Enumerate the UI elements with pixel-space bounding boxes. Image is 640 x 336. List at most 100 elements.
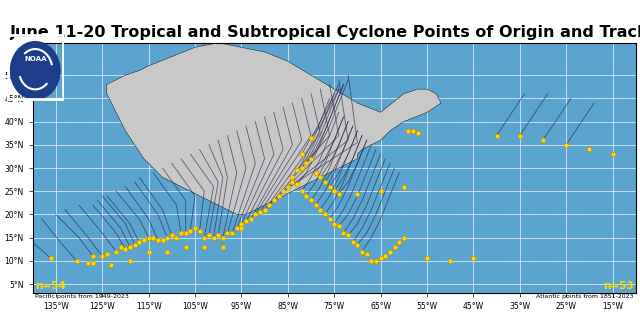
Point: [125, 244, 135, 250]
Point: [385, 249, 395, 254]
Point: [607, 152, 618, 157]
Point: [241, 219, 251, 224]
Point: [584, 147, 595, 152]
Point: [315, 175, 325, 180]
Point: [283, 184, 293, 189]
Point: [422, 256, 432, 261]
Point: [166, 233, 177, 238]
Point: [492, 133, 502, 138]
Point: [287, 175, 298, 180]
Point: [218, 244, 228, 250]
Polygon shape: [107, 43, 441, 214]
Point: [232, 226, 242, 231]
Point: [403, 128, 413, 134]
Point: [199, 244, 209, 250]
Point: [366, 258, 376, 263]
Point: [339, 230, 349, 236]
Point: [46, 256, 56, 261]
Point: [357, 249, 367, 254]
Point: [371, 258, 381, 263]
Point: [106, 263, 116, 268]
Point: [88, 260, 98, 266]
Point: [329, 188, 339, 194]
Point: [143, 235, 154, 240]
Point: [199, 235, 209, 240]
Text: n=53: n=53: [603, 281, 634, 291]
Point: [468, 256, 479, 261]
Point: [324, 184, 335, 189]
Point: [255, 209, 265, 215]
Circle shape: [10, 42, 60, 99]
Point: [333, 223, 344, 229]
Point: [320, 179, 330, 184]
Point: [120, 247, 131, 252]
Point: [301, 161, 312, 166]
Point: [380, 253, 390, 259]
Point: [352, 242, 362, 247]
Point: [83, 260, 93, 266]
Point: [399, 235, 409, 240]
Point: [320, 212, 330, 217]
Point: [278, 188, 288, 194]
Point: [148, 235, 158, 240]
Point: [180, 230, 191, 236]
Point: [310, 202, 321, 208]
Point: [218, 235, 228, 240]
Point: [172, 235, 182, 240]
Point: [310, 170, 321, 175]
Title: June 11-20 Tropical and Subtropical Cyclone Points of Origin and Tracks: June 11-20 Tropical and Subtropical Cycl…: [10, 25, 640, 40]
Point: [143, 249, 154, 254]
Point: [129, 242, 140, 247]
Point: [324, 216, 335, 222]
Point: [394, 240, 404, 245]
Point: [88, 253, 98, 259]
Point: [236, 221, 246, 226]
Point: [250, 212, 260, 217]
Point: [296, 165, 307, 171]
Point: [296, 188, 307, 194]
Point: [538, 137, 548, 143]
Point: [222, 230, 232, 236]
Text: n=54: n=54: [35, 281, 66, 291]
Point: [333, 191, 344, 196]
Point: [204, 233, 214, 238]
Point: [213, 233, 223, 238]
Point: [348, 240, 358, 245]
Point: [408, 128, 418, 134]
Point: [292, 168, 302, 173]
Point: [561, 142, 572, 148]
Point: [445, 258, 455, 263]
Point: [102, 251, 112, 257]
Point: [209, 235, 219, 240]
Point: [306, 198, 316, 203]
Point: [153, 237, 163, 243]
Point: [352, 191, 362, 196]
Point: [343, 233, 353, 238]
Point: [195, 228, 205, 233]
Text: Atlantic points from 1851-2023: Atlantic points from 1851-2023: [536, 294, 634, 299]
Point: [259, 207, 269, 212]
Point: [116, 244, 126, 250]
Point: [389, 244, 399, 250]
Point: [236, 226, 246, 231]
Point: [296, 152, 307, 157]
Point: [97, 253, 108, 259]
Point: [176, 230, 186, 236]
Point: [134, 240, 145, 245]
Point: [269, 198, 279, 203]
Point: [315, 207, 325, 212]
Point: [125, 258, 135, 263]
Point: [376, 256, 386, 261]
Point: [157, 237, 168, 243]
Point: [306, 156, 316, 161]
Point: [376, 188, 386, 194]
Point: [227, 230, 237, 236]
Point: [273, 193, 284, 199]
Point: [329, 221, 339, 226]
Point: [162, 249, 172, 254]
Point: [306, 135, 316, 140]
Text: NOAA: NOAA: [24, 56, 47, 62]
Point: [413, 130, 423, 136]
Point: [362, 251, 372, 257]
Point: [162, 235, 172, 240]
